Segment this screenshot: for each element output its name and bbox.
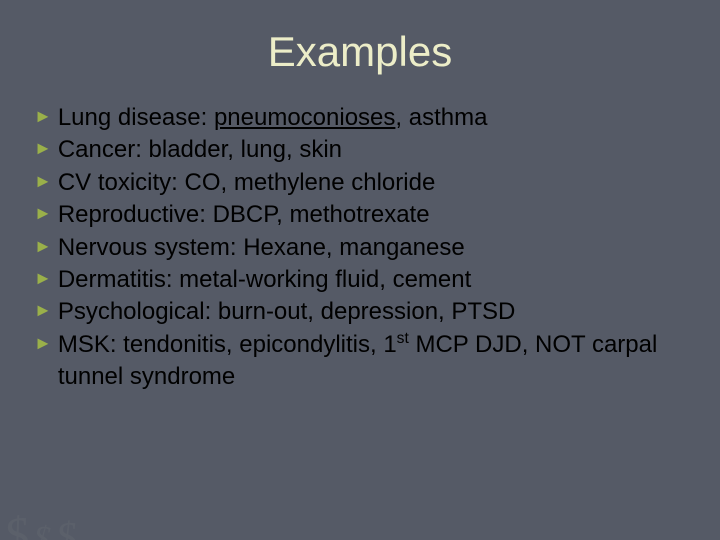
bullet-icon: ► [34, 234, 52, 258]
list-item-text: Dermatitis: metal-working fluid, cement [58, 264, 471, 296]
list-item-text: Nervous system: Hexane, manganese [58, 232, 465, 264]
bullet-icon: ► [34, 201, 52, 225]
list-item: ► Nervous system: Hexane, manganese [34, 232, 686, 264]
list-item: ► CV toxicity: CO, methylene chloride [34, 167, 686, 199]
list-item: ► Lung disease: pneumoconioses, asthma [34, 102, 686, 134]
bullet-icon: ► [34, 331, 52, 355]
bullet-list: ► Lung disease: pneumoconioses, asthma ►… [0, 102, 720, 394]
list-item: ► Reproductive: DBCP, methotrexate [34, 199, 686, 231]
list-item-text: MSK: tendonitis, epicondylitis, 1st MCP … [58, 329, 686, 394]
list-item: ► MSK: tendonitis, epicondylitis, 1st MC… [34, 329, 686, 394]
watermark-icon: $ $ $ [4, 506, 75, 540]
bullet-icon: ► [34, 136, 52, 160]
bullet-icon: ► [34, 298, 52, 322]
bullet-icon: ► [34, 104, 52, 128]
list-item: ► Dermatitis: metal-working fluid, cemen… [34, 264, 686, 296]
list-item-text: Reproductive: DBCP, methotrexate [58, 199, 430, 231]
bullet-icon: ► [34, 266, 52, 290]
bullet-icon: ► [34, 169, 52, 193]
slide-title: Examples [0, 28, 720, 76]
list-item-text: Lung disease: pneumoconioses, asthma [58, 102, 488, 134]
list-item: ► Psychological: burn-out, depression, P… [34, 296, 686, 328]
list-item-text: CV toxicity: CO, methylene chloride [58, 167, 435, 199]
list-item: ► Cancer: bladder, lung, skin [34, 134, 686, 166]
list-item-text: Psychological: burn-out, depression, PTS… [58, 296, 516, 328]
list-item-text: Cancer: bladder, lung, skin [58, 134, 342, 166]
